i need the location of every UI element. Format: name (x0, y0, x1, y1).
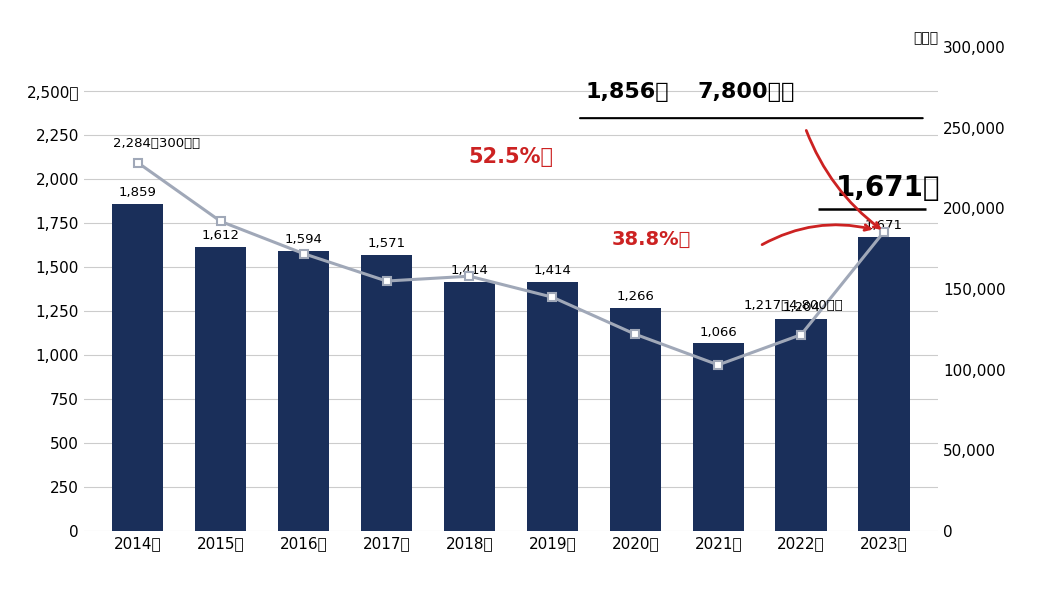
Bar (112, 204, 163, 531)
Text: 1,266: 1,266 (616, 290, 654, 303)
Text: 1,414: 1,414 (451, 264, 488, 277)
Text: 1,594: 1,594 (285, 232, 323, 245)
Text: 7,800万円: 7,800万円 (698, 83, 794, 102)
Text: 38.8%増: 38.8%増 (612, 230, 692, 248)
Text: 百万円: 百万円 (913, 31, 938, 45)
Text: 1,217億4,800万円: 1,217億4,800万円 (743, 299, 843, 312)
Text: 1,066: 1,066 (699, 326, 737, 339)
Text: 2,284億300万円: 2,284億300万円 (113, 137, 200, 150)
Text: 1,204: 1,204 (782, 301, 821, 314)
Bar (278, 251, 329, 531)
Text: 1,856億: 1,856億 (586, 83, 670, 102)
Bar (693, 343, 744, 531)
Text: 1,859: 1,859 (118, 186, 157, 199)
Bar (361, 255, 412, 531)
Bar (776, 319, 827, 531)
Bar (195, 247, 246, 531)
Text: 52.5%増: 52.5%増 (468, 147, 553, 167)
Bar (443, 282, 495, 531)
Text: 1,414: 1,414 (533, 264, 571, 277)
Bar (610, 309, 661, 531)
Text: 1,671件: 1,671件 (836, 174, 940, 202)
Text: 1,571: 1,571 (368, 237, 406, 250)
Bar (527, 282, 578, 531)
Text: 1,671: 1,671 (865, 219, 903, 232)
Bar (858, 237, 910, 531)
Text: 1,612: 1,612 (201, 230, 240, 242)
